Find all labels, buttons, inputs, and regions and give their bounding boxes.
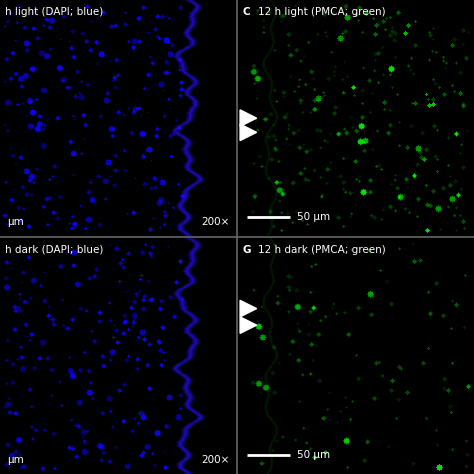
Text: 200×: 200× — [201, 217, 229, 227]
Polygon shape — [240, 301, 256, 317]
Text: 12 h light (PMCA; green): 12 h light (PMCA; green) — [258, 7, 385, 17]
Polygon shape — [240, 124, 256, 141]
Text: 12 h dark (PMCA; green): 12 h dark (PMCA; green) — [258, 245, 385, 255]
Polygon shape — [240, 110, 256, 127]
Text: 50 μm: 50 μm — [297, 450, 330, 460]
Text: C: C — [242, 7, 250, 17]
Polygon shape — [240, 317, 256, 333]
Text: G: G — [242, 245, 251, 255]
Text: h light (DAPI; blue): h light (DAPI; blue) — [5, 7, 103, 17]
Text: 50 μm: 50 μm — [297, 212, 330, 222]
Text: μm: μm — [7, 455, 24, 465]
Text: 200×: 200× — [201, 455, 229, 465]
Text: μm: μm — [7, 217, 24, 227]
Text: h dark (DAPI; blue): h dark (DAPI; blue) — [5, 245, 103, 255]
